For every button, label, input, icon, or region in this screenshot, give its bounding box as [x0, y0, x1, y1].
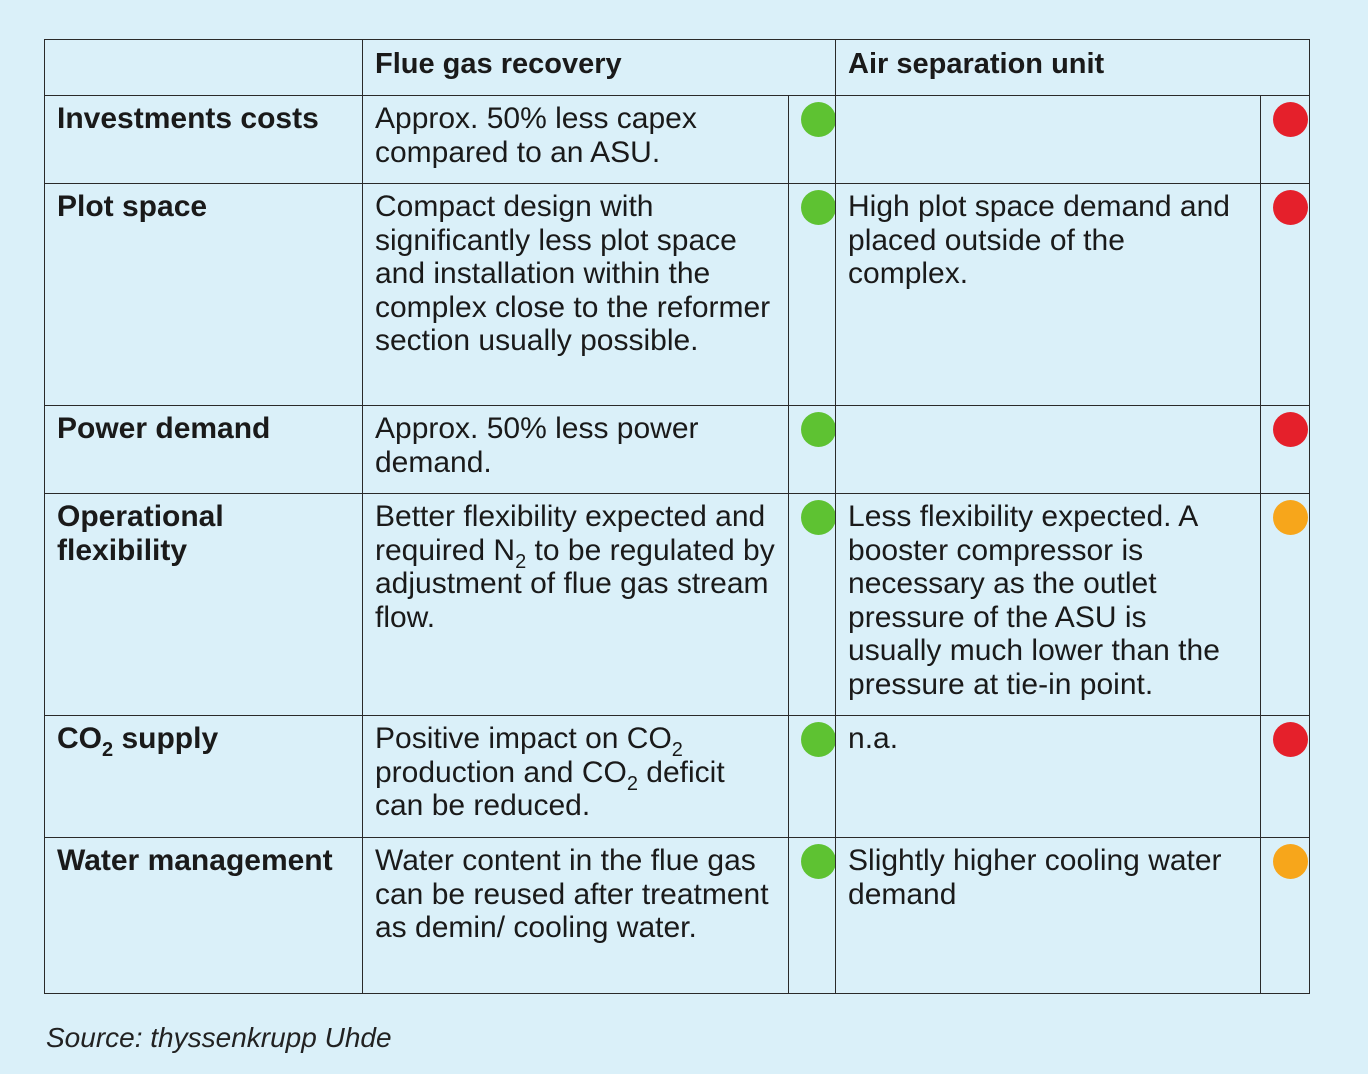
asu-text: [835, 95, 1262, 184]
source-caption: Source: thyssenkrupp Uhde: [46, 1022, 392, 1053]
header-flue-gas-recovery: Flue gas recovery: [361, 39, 837, 96]
row-label: Water management: [44, 837, 363, 994]
table-row: Plot space Compact design with significa…: [44, 183, 1311, 406]
fgr-text: Approx. 50% less capex compared to an AS…: [362, 95, 789, 184]
fgr-text: Water content in the flue gas can be reu…: [362, 837, 789, 994]
comparison-table: Flue gas recovery Air separation unit In…: [44, 39, 1311, 994]
header-air-separation-unit: Air separation unit: [835, 39, 1311, 96]
fgr-text: Compact design with significantly less p…: [362, 183, 789, 406]
fgr-text: Better flexibility expected and required…: [362, 493, 789, 716]
table-row: Operational flexibility Better flexibili…: [44, 493, 1311, 716]
fgr-text: Positive impact on CO2 production and CO…: [362, 715, 789, 838]
red-status-dot-icon: [1273, 190, 1309, 225]
asu-text: High plot space demand and placed outsid…: [835, 183, 1262, 406]
green-status-dot-icon: [801, 190, 835, 225]
row-label: Power demand: [44, 405, 363, 494]
fgr-text: Approx. 50% less power demand.: [362, 405, 789, 494]
row-label: Plot space: [44, 183, 363, 406]
asu-text: Less flexibility expected. A booster com…: [835, 493, 1262, 716]
amber-status-dot-icon: [1273, 500, 1309, 535]
asu-text: n.a.: [835, 715, 1262, 838]
asu-text: [835, 405, 1262, 494]
table-row: Investments costs Approx. 50% less capex…: [44, 95, 1311, 184]
green-status-dot-icon: [801, 102, 835, 137]
table-row: Power demand Approx. 50% less power dema…: [44, 405, 1311, 494]
red-status-dot-icon: [1273, 412, 1309, 447]
row-label: Investments costs: [44, 95, 363, 184]
green-status-dot-icon: [801, 844, 835, 879]
header-row: Flue gas recovery Air separation unit: [44, 39, 1311, 96]
table-row: CO2 supply Positive impact on CO2 produc…: [44, 715, 1311, 838]
row-label: Operational flexibility: [44, 493, 363, 716]
green-status-dot-icon: [801, 412, 835, 447]
amber-status-dot-icon: [1273, 844, 1309, 879]
table-row: Water management Water content in the fl…: [44, 837, 1311, 994]
red-status-dot-icon: [1273, 102, 1309, 137]
green-status-dot-icon: [801, 500, 835, 535]
header-empty-cell: [44, 39, 363, 96]
green-status-dot-icon: [801, 722, 835, 757]
red-status-dot-icon: [1273, 722, 1309, 757]
row-label: CO2 supply: [44, 715, 363, 838]
asu-text: Slightly higher cooling water demand: [835, 837, 1262, 994]
